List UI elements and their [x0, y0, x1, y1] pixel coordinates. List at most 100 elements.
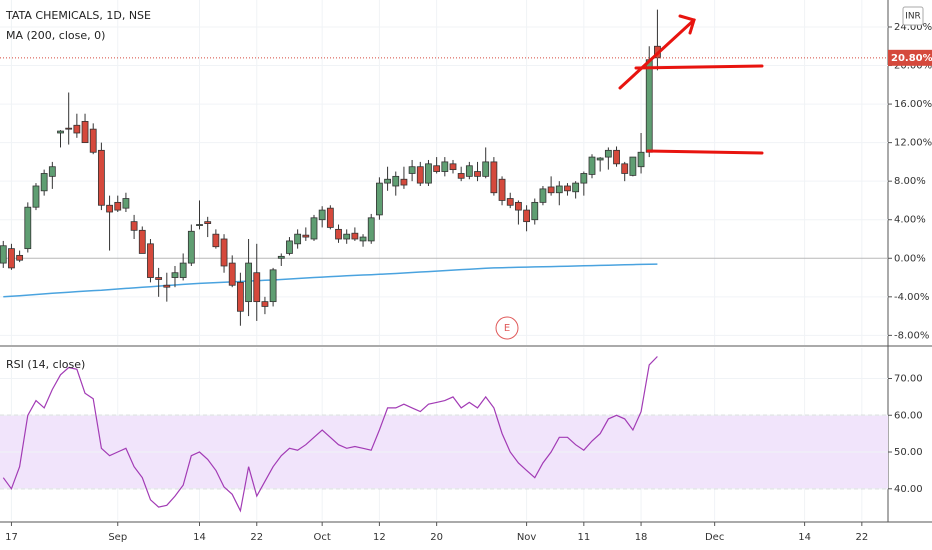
x-tick-label: Dec [705, 532, 724, 543]
x-tick-label: Oct [314, 532, 331, 543]
candle-body [376, 182, 383, 216]
candle-body [114, 201, 122, 211]
y-tick-label: -8.00% [894, 330, 929, 341]
candle-body [212, 233, 220, 248]
y-tick-label: 20.00% [894, 61, 932, 72]
candle-body [596, 157, 604, 161]
candle-body [449, 163, 457, 171]
x-tick-label: 12 [373, 532, 386, 543]
candle-body [351, 232, 359, 240]
candle-body [547, 186, 555, 194]
x-tick-label: 14 [193, 532, 206, 543]
x-tick-label: 20 [430, 532, 443, 543]
candle-body [604, 149, 612, 158]
candle-body [57, 130, 64, 134]
candle-body [130, 221, 138, 231]
currency: INR [905, 12, 921, 22]
candle-body [343, 233, 351, 240]
drawn-line [634, 64, 764, 70]
candle-body [73, 124, 81, 134]
currency-box[interactable] [902, 6, 924, 26]
y-tick-label: 60.00 [894, 410, 923, 421]
candle-body [564, 185, 571, 192]
x-tick-label: Nov [517, 532, 537, 543]
candle-body [613, 149, 620, 165]
candle-body [580, 173, 588, 184]
candle-body [97, 149, 105, 206]
candle-body [40, 173, 48, 192]
candle-body [122, 198, 130, 209]
candle-body [310, 217, 318, 240]
x-tick-label: 18 [635, 532, 648, 543]
candle-body [65, 127, 73, 130]
candle-body [302, 234, 310, 238]
y-tick-label: 0.00% [894, 253, 926, 264]
earnings-marker[interactable] [495, 316, 519, 340]
last-price-tag [888, 49, 932, 66]
candle-body [425, 163, 432, 184]
candle-body [384, 178, 391, 184]
drawn-line [646, 149, 764, 155]
candle-body [645, 59, 653, 153]
candle-body [433, 165, 441, 172]
candle-body [392, 175, 400, 187]
candle-body [457, 173, 465, 179]
ma-line [3, 263, 658, 298]
candle-body [359, 236, 367, 242]
candle-body [0, 245, 7, 264]
candle-body [171, 272, 179, 278]
candle-body [408, 166, 416, 174]
candle-body [335, 228, 342, 240]
candle-body [539, 188, 547, 203]
candle-body [8, 248, 15, 269]
candle-body [367, 217, 375, 242]
candle-body [106, 204, 113, 213]
candle-body [32, 185, 40, 208]
candle-body [326, 207, 334, 228]
drawn-arrowhead [678, 14, 696, 35]
candle-body [515, 201, 522, 211]
candle-body [228, 262, 236, 286]
candle-body [400, 178, 408, 186]
chart-title: TATA CHEMICALS, 1D, NSE [5, 9, 151, 22]
y-tick-label: 40.00 [894, 484, 923, 495]
y-tick-label: -4.00% [894, 292, 929, 303]
earnings-label: E [504, 323, 510, 334]
x-tick-label: 11 [577, 532, 590, 543]
last-price-label: 20.80% [891, 53, 932, 64]
x-tick-label: 17 [5, 532, 18, 543]
candle-body [155, 277, 163, 280]
candle-body [523, 209, 530, 223]
candle-body [269, 269, 277, 303]
candle-body [89, 128, 97, 153]
y-tick-label: 24.00% [894, 22, 932, 33]
rsi-line [2, 356, 658, 513]
candle-body [138, 229, 146, 254]
candle-body [187, 230, 195, 264]
y-tick-label: 4.00% [894, 215, 926, 226]
x-tick-label: Sep [108, 532, 127, 543]
candle-body [637, 151, 645, 168]
candle-body [220, 238, 228, 267]
candle-body [498, 178, 506, 201]
candle-body [506, 198, 514, 206]
candle-body [261, 301, 269, 307]
x-tick-label: 14 [798, 532, 811, 543]
candle-body [474, 171, 481, 177]
candle-body [465, 165, 473, 177]
candle-body [318, 209, 326, 221]
candle-body [236, 281, 244, 312]
candle-body [48, 166, 56, 177]
y-tick-label: 8.00% [894, 176, 926, 187]
candle-body [16, 254, 24, 261]
candle-body [555, 185, 563, 194]
candle-body [621, 163, 629, 174]
y-tick-label: 70.00 [894, 374, 923, 385]
candle-body [277, 255, 285, 259]
candle-body [147, 243, 154, 278]
candle-body [253, 272, 261, 303]
candle-body [482, 161, 490, 177]
candle-body [81, 121, 89, 144]
